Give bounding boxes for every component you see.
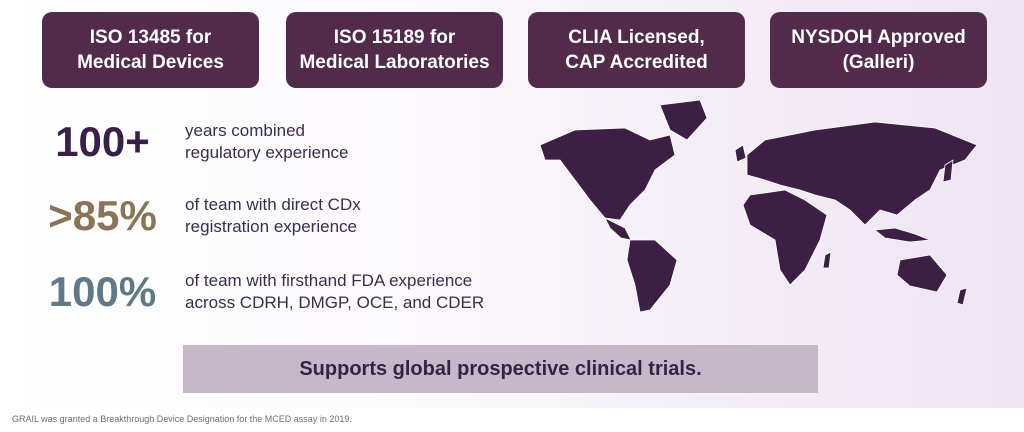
desc-line: across CDRH, DMGP, OCE, and CDER: [185, 293, 485, 312]
north-america: [539, 127, 676, 221]
badge-line: ISO 13485 for: [89, 27, 212, 48]
badge-line: Medical Devices: [77, 52, 224, 73]
uk: [734, 144, 747, 163]
desc-line: of team with firsthand FDA experience: [185, 271, 473, 290]
badge-line: CLIA Licensed,: [568, 27, 705, 48]
desc-line: regulatory experience: [185, 143, 349, 162]
badge-iso-13485: ISO 13485 for Medical Devices: [42, 12, 259, 88]
badge-line: NYSDOH Approved: [791, 27, 966, 48]
badge-clia-cap: CLIA Licensed, CAP Accredited: [528, 12, 745, 88]
badge-line: Medical Laboratories: [299, 52, 490, 73]
badge-line: ISO 15189 for: [333, 27, 456, 48]
stat-description-fda: of team with firsthand FDA experience acr…: [185, 270, 484, 314]
footer-band: [0, 408, 1024, 432]
desc-line: registration experience: [185, 217, 357, 236]
south-america: [626, 239, 678, 313]
africa: [742, 189, 828, 286]
global-trials-banner: Supports global prospective clinical tri…: [183, 345, 818, 393]
badge-line: CAP Accredited: [565, 52, 708, 73]
desc-line: years combined: [185, 121, 306, 140]
world-map: [539, 100, 978, 313]
stat-value-fda: 100%: [48, 268, 157, 315]
stat-value-years: 100+: [55, 118, 150, 165]
madagascar: [822, 251, 832, 269]
stat-description-years: years combined regulatory experience: [185, 120, 348, 164]
central-america: [604, 217, 632, 241]
badge-nysdoh: NYSDOH Approved (Galleri): [770, 12, 987, 88]
greenland: [659, 100, 708, 141]
eurasia: [746, 121, 978, 226]
stat-value-cdx: >85%: [48, 192, 157, 239]
badge-iso-15189: ISO 15189 for Medical Laboratories: [286, 12, 503, 88]
australia: [896, 254, 948, 293]
japan: [942, 159, 954, 183]
footnote: GRAIL was granted a Breakthrough Device …: [12, 414, 352, 424]
stat-description-cdx: of team with direct CDx registration expe…: [185, 194, 361, 238]
indonesia: [874, 227, 931, 243]
badge-line: (Galleri): [842, 52, 915, 73]
desc-line: of team with direct CDx: [185, 195, 361, 214]
new-zealand: [956, 287, 968, 306]
